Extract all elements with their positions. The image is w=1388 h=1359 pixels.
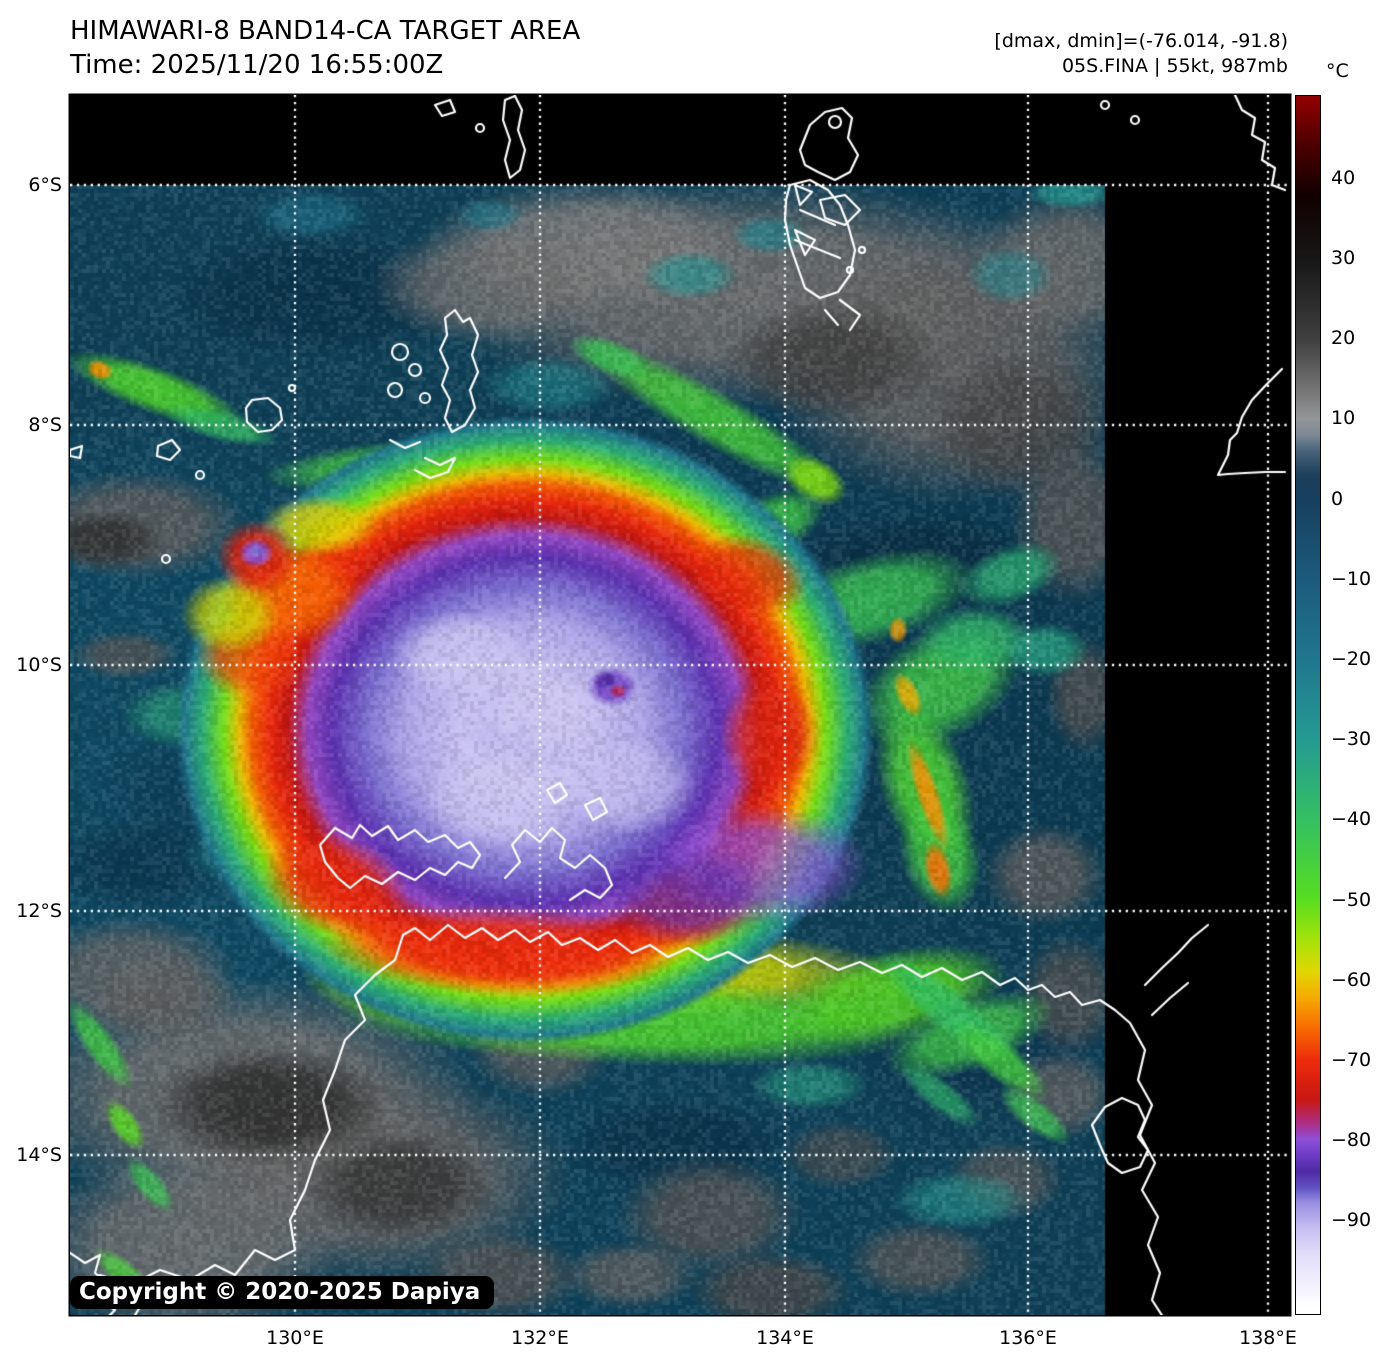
colorbar-tick-label: −60 [1331,969,1372,991]
lon-tick-label: 132°E [511,1327,569,1349]
colorbar-tick-label: 0 [1331,488,1344,510]
lon-tick-label: 134°E [756,1327,814,1349]
colorbar-tick-label: 40 [1331,167,1356,189]
lon-tick-label: 138°E [1239,1327,1297,1349]
figure-title: HIMAWARI-8 BAND14-CA TARGET AREA [70,16,581,46]
colorbar-tick-label: −80 [1331,1129,1372,1151]
colorbar-tick-label: −20 [1331,648,1372,670]
lat-tick-label: 8°S [28,414,62,436]
lon-tick-label: 130°E [266,1327,324,1349]
lat-tick-label: 10°S [16,654,62,676]
annotation-dmax-dmin: [dmax, dmin]=(-76.014, -91.8) [994,30,1288,52]
copyright-badge: Copyright © 2020-2025 Dapiya [70,1276,495,1309]
colorbar-tick-label: −30 [1331,728,1372,750]
colorbar-tick-label: 30 [1331,247,1356,269]
map-plot-area: Copyright © 2020-2025 Dapiya [70,95,1290,1315]
colorbar [1295,95,1321,1315]
colorbar-unit-label: °C [1326,60,1349,82]
colorbar-tick-label: −90 [1331,1209,1372,1231]
annotation-storm-info: 05S.FINA | 55kt, 987mb [1061,55,1288,77]
lat-tick-label: 12°S [16,900,62,922]
figure-time-label: Time: 2025/11/20 16:55:00Z [70,50,444,80]
lat-tick-label: 6°S [28,174,62,196]
colorbar-tick-label: 10 [1331,407,1356,429]
colorbar-tick-label: 20 [1331,327,1356,349]
satellite-image-canvas [70,95,1290,1315]
colorbar-tick-label: −10 [1331,568,1372,590]
lon-tick-label: 136°E [999,1327,1057,1349]
colorbar-tick-label: −70 [1331,1049,1372,1071]
colorbar-tick-label: −50 [1331,889,1372,911]
lat-tick-label: 14°S [16,1144,62,1166]
colorbar-tick-label: −40 [1331,808,1372,830]
